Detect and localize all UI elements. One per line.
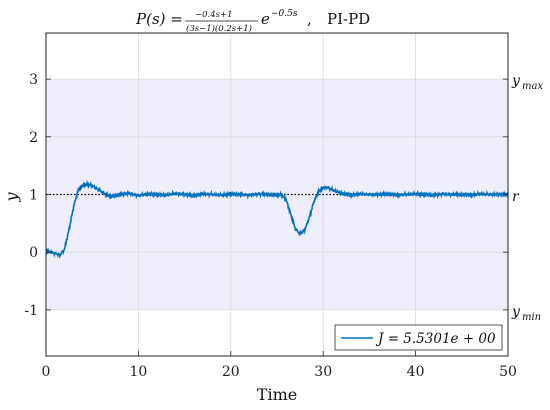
x-tick-label: 10	[129, 364, 147, 380]
y-tick-label: -1	[24, 303, 38, 319]
x-tick-label: 40	[407, 364, 425, 380]
y-tick-label: 3	[29, 72, 38, 88]
y-tick-label: 2	[29, 130, 38, 146]
label-ymin: y min	[511, 304, 541, 323]
chart-title: P(s) = −0.4s+1 (3s−1)(0.2s+1) e −0.5s , …	[135, 9, 370, 34]
y-axis-label: y	[2, 192, 21, 203]
legend-label: J = 5.5301e + 00	[375, 331, 496, 347]
svg-text:,: ,	[307, 10, 312, 28]
x-ticks: 0 10 20 30 40 50	[42, 351, 517, 380]
series-line	[45, 179, 509, 259]
title-exponent-base: e	[261, 10, 270, 28]
x-tick-label: 50	[499, 364, 517, 380]
label-ymax: y max	[511, 73, 543, 92]
title-exponent: −0.5s	[271, 9, 298, 19]
y-ticks: -1 0 1 2 3	[24, 72, 508, 319]
title-denominator: (3s−1)(0.2s+1)	[186, 23, 252, 34]
x-tick-label: 20	[222, 364, 240, 380]
legend: J = 5.5301e + 00	[334, 324, 503, 351]
title-controller: PI-PD	[327, 10, 370, 28]
x-tick-label: 0	[42, 364, 51, 380]
x-axis-label: Time	[257, 385, 297, 404]
svg-text:y: y	[511, 73, 521, 89]
svg-text:max: max	[522, 81, 543, 92]
y-tick-label: 0	[29, 245, 38, 261]
x-tick-label: 30	[314, 364, 332, 380]
title-plant: P(s) =	[135, 10, 183, 28]
svg-text:y: y	[511, 304, 521, 320]
svg-text:min: min	[522, 312, 541, 323]
y-tick-label: 1	[29, 188, 38, 204]
label-reference: r	[512, 189, 520, 205]
title-numerator: −0.4s+1	[195, 10, 233, 20]
